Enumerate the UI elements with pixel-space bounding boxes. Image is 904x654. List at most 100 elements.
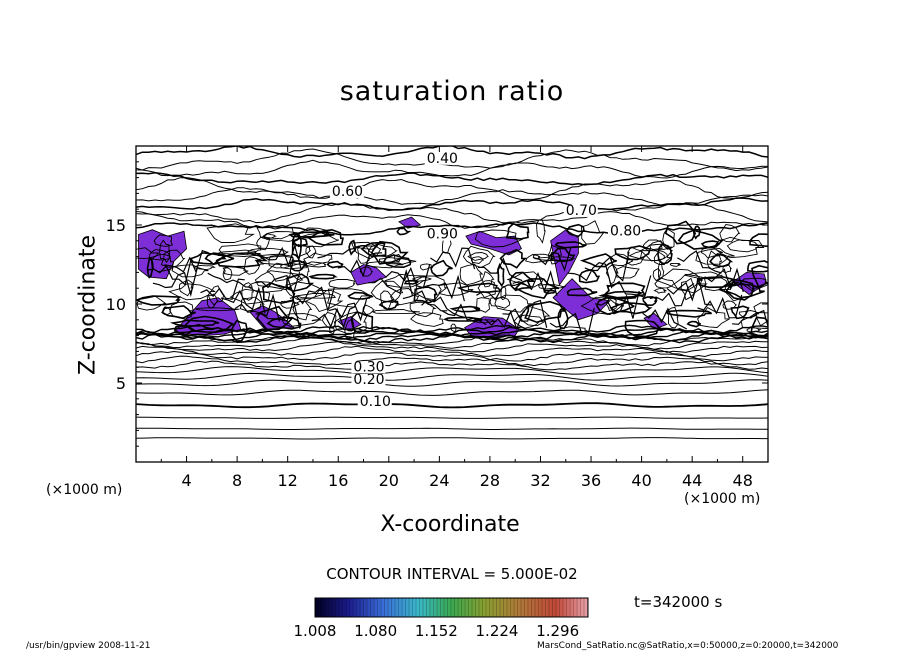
contour-streak-23 (419, 274, 465, 302)
plot-frame (135, 145, 769, 463)
contour-cell-30 (430, 259, 453, 277)
contour-labels: 0.10 0.200.30 0.40 0.60 0.70 0.80 0.90 (329, 151, 642, 410)
time-label: t=342000 s (634, 593, 723, 611)
contour-cell-123 (462, 245, 496, 268)
contour-streak-12 (697, 294, 743, 319)
contour-cell-125 (351, 241, 382, 260)
x-tick-label-36: 36 (581, 471, 601, 490)
contour-cell-86 (437, 282, 474, 297)
contour-streak-5 (666, 277, 712, 306)
contour-streak-3 (289, 286, 335, 313)
contour-cell-134 (193, 264, 216, 271)
contour-line-lower-1 (136, 427, 768, 430)
chart-title: saturation ratio (339, 76, 565, 107)
contour-line-upper-5 (136, 177, 768, 201)
contour-streak-7 (234, 293, 280, 322)
contour-label-7: 0.90 (427, 227, 458, 243)
contour-line-band-5 (136, 323, 768, 334)
contour-cell-104 (476, 297, 490, 313)
contour-streak-26 (606, 275, 652, 298)
contour-cell-17 (396, 227, 412, 236)
x-tick-label-24: 24 (429, 471, 449, 490)
contour-cell-181 (308, 273, 338, 280)
contour-cell-107 (665, 309, 712, 318)
contour-streak-14 (164, 249, 209, 274)
contour-cell-49 (639, 240, 674, 262)
contour-label-bg-0 (357, 396, 392, 409)
contour-label-2: 0.30 (353, 359, 384, 375)
contour-cell-29 (409, 301, 437, 318)
contour-cell-121 (514, 278, 560, 299)
contour-streak-21 (649, 283, 695, 307)
contour-cell-114 (653, 287, 668, 294)
contour-cell-45 (686, 320, 702, 328)
footer-right-text: MarsCond_SatRatio.nc@SatRatio,x=0:50000,… (537, 641, 839, 651)
contour-cell-185 (289, 259, 307, 272)
contour-streak-9 (207, 272, 253, 288)
contour-cell-190 (725, 283, 765, 299)
contour-streak-32 (220, 286, 266, 314)
contour-cell-131 (184, 315, 235, 334)
contour-cell-11 (667, 306, 679, 329)
contour-streak-31 (512, 270, 558, 296)
contour-label-bg-1 (351, 374, 386, 386)
contour-cell-21 (753, 302, 768, 327)
contour-streak-25 (594, 290, 640, 319)
contour-cell-108 (364, 261, 404, 269)
y-tick-label-5: 5 (116, 374, 126, 393)
contour-cell-169 (740, 312, 768, 329)
contour-streak-15 (732, 309, 768, 329)
contour-cell-208 (321, 312, 337, 329)
y-axis-ticks: 5 10 15 (106, 161, 768, 447)
contour-lines (136, 146, 768, 440)
contour-streak-39 (402, 290, 448, 312)
contour-cell-126 (281, 313, 323, 327)
contour-cell-74 (513, 314, 544, 329)
x-axis-unit-left: (×1000 m) (46, 482, 123, 498)
contour-cell-43 (153, 234, 173, 247)
colorbar-tick-label-4: 1.296 (536, 622, 579, 640)
contour-cell-204 (701, 247, 723, 259)
contour-label-bg-7 (424, 228, 459, 241)
contour-cell-155 (328, 278, 356, 289)
contour-line-lower-13 (136, 337, 768, 350)
contour-cell-148 (326, 260, 344, 269)
contour-streak-16 (642, 307, 688, 330)
x-tick-label-28: 28 (480, 471, 500, 490)
y-tick-label-15: 15 (106, 216, 126, 235)
contour-line-lower-8 (136, 360, 768, 371)
x-axis-ticks: 4 8 12 16 20 24 28 32 36 40 44 48 (160, 146, 769, 490)
contour-cell-175 (749, 233, 768, 248)
contour-cell-99 (415, 275, 448, 301)
contour-label-bg-3 (424, 152, 459, 165)
contour-cell-44 (538, 284, 566, 290)
contour-cell-136 (722, 300, 738, 310)
contour-streak-27 (567, 262, 613, 289)
contour-streak-1 (317, 245, 362, 259)
contour-cell-159 (149, 249, 171, 261)
contour-cell-68 (195, 307, 240, 312)
contour-line-upper-4 (136, 187, 768, 206)
contour-cell-137 (160, 249, 186, 268)
contour-cell-132 (695, 247, 735, 265)
contour-cell-209 (204, 252, 235, 266)
contour-cell-206 (161, 305, 197, 320)
contour-label-3: 0.40 (427, 151, 458, 167)
contour-label-1: 0.20 (353, 372, 384, 388)
contour-cell-195 (247, 281, 285, 293)
contour-cell-97 (579, 253, 617, 268)
contour-cell-25 (206, 223, 256, 243)
contour-cell-47 (581, 220, 605, 245)
contour-cell-64 (266, 316, 302, 330)
contour-cell-119 (420, 263, 433, 271)
contour-streak-0 (255, 272, 301, 296)
contour-cell-5 (624, 319, 662, 338)
contour-cell-117 (751, 264, 768, 288)
colorbar-tick-label-3: 1.224 (476, 622, 519, 640)
y-axis-label: Z-coordinate (75, 235, 101, 375)
contour-cell-116 (303, 261, 327, 268)
contour-cell-76 (450, 323, 458, 333)
contour-cell-158 (554, 241, 587, 249)
contour-cell-177 (614, 245, 652, 261)
contour-cell-79 (657, 242, 673, 265)
